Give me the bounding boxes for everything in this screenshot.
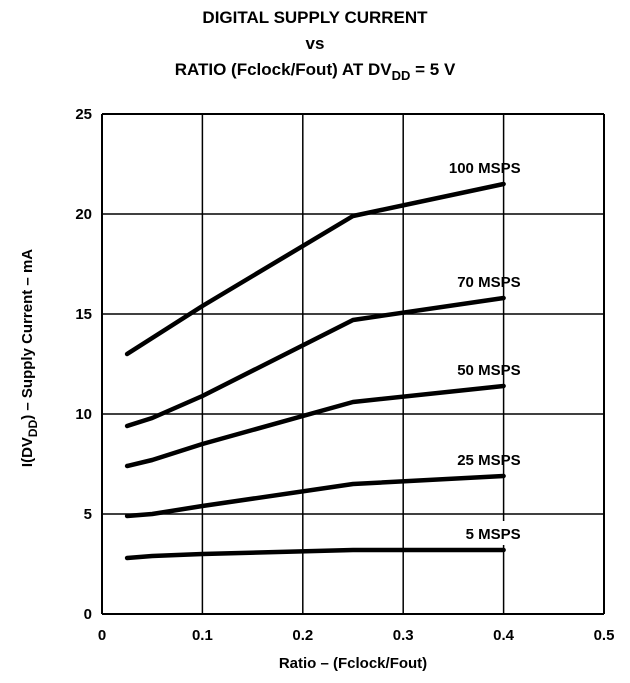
series-group: [124, 181, 506, 561]
chart-title-line-1: DIGITAL SUPPLY CURRENT: [202, 8, 428, 27]
x-axis-label: Ratio – (Fclock/Fout): [279, 655, 427, 672]
y-tick-label: 20: [75, 206, 92, 223]
y-tick-label: 0: [84, 606, 92, 623]
series-label: 50 MSPS: [457, 362, 520, 379]
x-tick-label: 0: [98, 627, 106, 644]
series-line-25-msps: [124, 473, 506, 519]
chart-title-line-2: vs: [305, 34, 325, 53]
series-label: 5 MSPS: [466, 526, 521, 543]
x-tick-label: 0.4: [493, 627, 515, 644]
series-label: 70 MSPS: [457, 274, 520, 291]
series-line-100-msps: [124, 181, 506, 357]
series-labels: 100 MSPS 70 MSPS 50 MSPS 25 MSPS 5 MSPS: [449, 160, 525, 545]
y-tick-label: 25: [75, 106, 92, 123]
y-tick-labels: 0 5 10 15 20 25: [75, 106, 92, 623]
grid: [101, 113, 605, 615]
chart-title-line-3: RATIO (Fclock/Fout) AT DVDD = 5 V: [174, 60, 456, 83]
y-tick-label: 15: [75, 306, 92, 323]
series-line-50-msps: [124, 383, 506, 469]
x-tick-labels: 0 0.1 0.2 0.3 0.4 0.5: [98, 627, 615, 644]
x-tick-label: 0.2: [292, 627, 313, 644]
series-line-5-msps: [124, 547, 506, 561]
series-label: 100 MSPS: [449, 160, 521, 177]
series-label-background: [451, 521, 525, 545]
x-tick-label: 0.5: [594, 627, 615, 644]
y-axis-label: I(DVDD) – Supply Current – mA: [19, 249, 40, 467]
x-tick-label: 0.1: [192, 627, 213, 644]
y-tick-label: 5: [84, 506, 92, 523]
y-tick-label: 10: [75, 406, 92, 423]
series-label: 25 MSPS: [457, 452, 520, 469]
x-tick-label: 0.3: [393, 627, 414, 644]
series-line-70-msps: [124, 295, 506, 429]
